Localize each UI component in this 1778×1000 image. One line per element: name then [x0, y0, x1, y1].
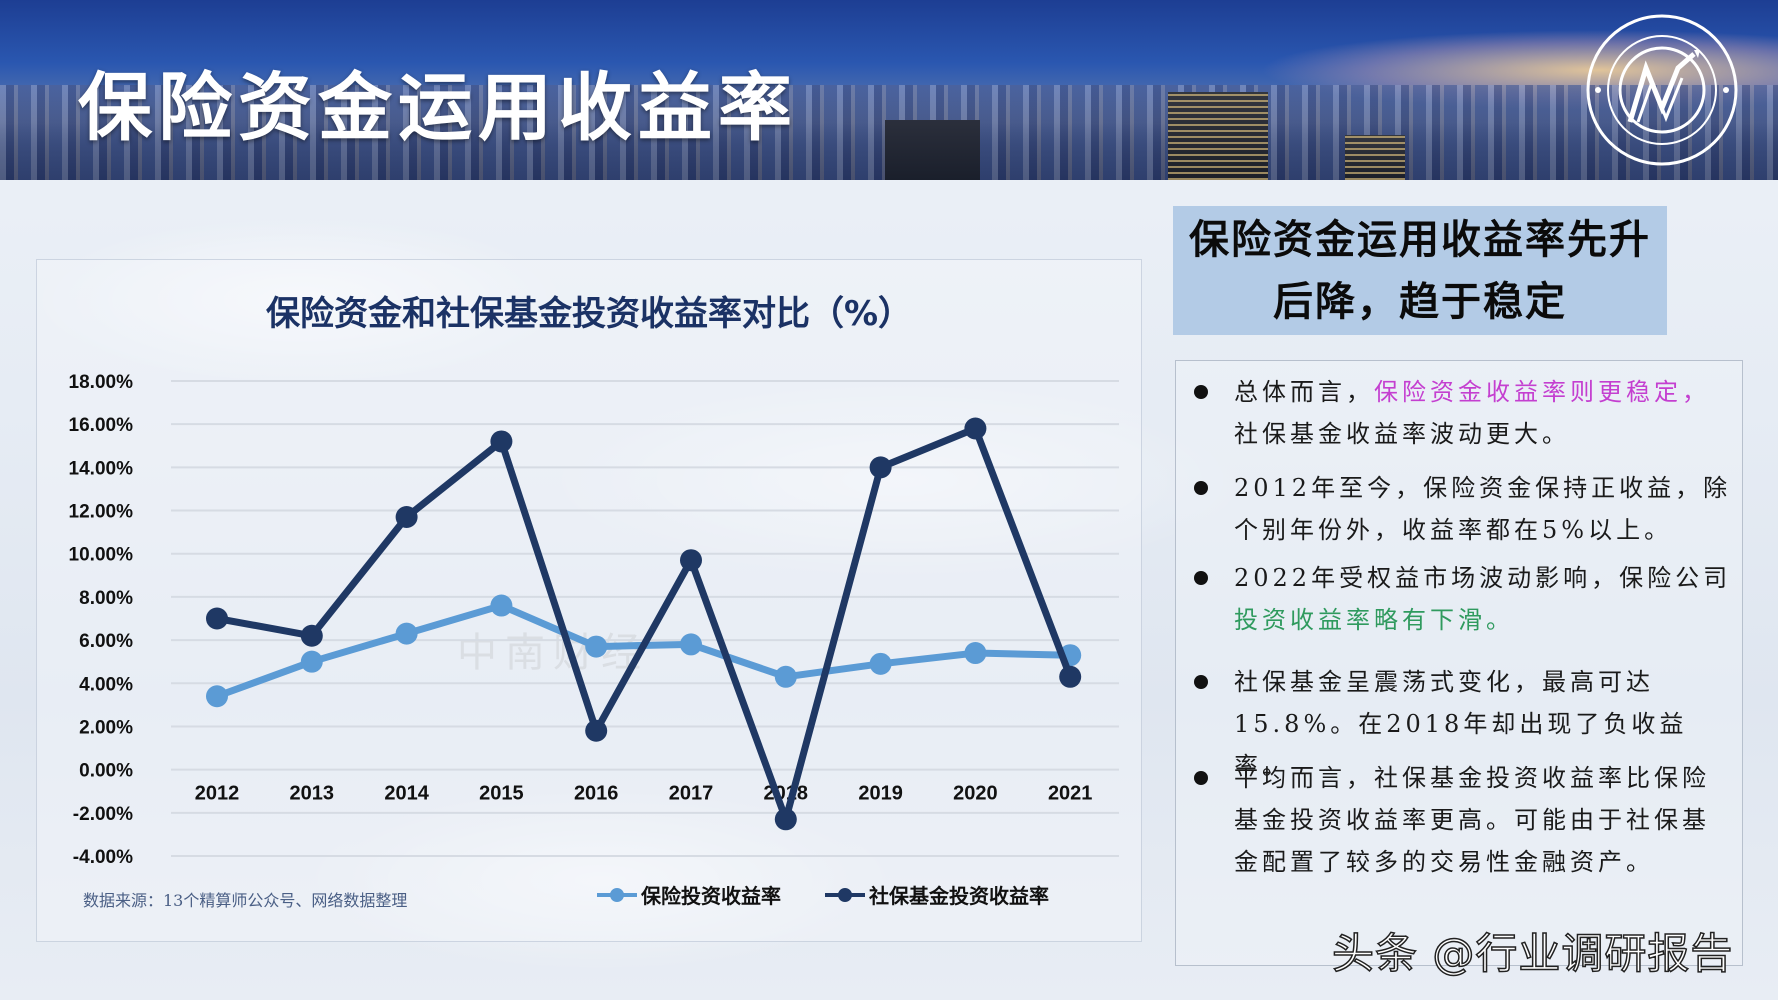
- data-point-marker: [395, 506, 418, 529]
- x-tick-label: 2013: [290, 783, 335, 805]
- data-point-marker: [1059, 665, 1082, 688]
- y-tick-label: 8.00%: [79, 588, 133, 609]
- banner-building: [1345, 135, 1405, 180]
- legend-item-insurance: 保险投资收益率: [597, 880, 781, 909]
- point-text: 2022年受权益市场波动影响，保险公司: [1234, 564, 1732, 592]
- y-tick-label: 4.00%: [79, 674, 133, 695]
- data-point-marker: [490, 430, 513, 453]
- data-point-marker: [680, 549, 702, 572]
- y-tick-label: -4.00%: [73, 847, 133, 868]
- data-source-note: 数据来源：13个精算师公众号、网络数据整理: [83, 891, 408, 910]
- banner-building: [1168, 92, 1268, 180]
- bullet-icon: [1194, 481, 1208, 495]
- x-tick-label: 2020: [953, 783, 998, 805]
- legend-label: 社保基金投资收益率: [869, 884, 1049, 908]
- legend-label: 保险投资收益率: [641, 884, 781, 908]
- point-text: 总体而言，: [1234, 378, 1374, 406]
- key-point: 平均而言，社保基金投资收益率比保险基金投资收益率更高。可能由于社保基金配置了较多…: [1194, 757, 1734, 883]
- page-title: 保险资金运用收益率: [78, 65, 798, 151]
- data-point-marker: [585, 635, 608, 658]
- data-point-marker: [869, 652, 892, 675]
- line-chart: 18.00% 16.00% 14.00% 12.00% 10.00% 8.00% 6.00%…: [69, 372, 1119, 868]
- legend-swatch-light-blue-icon: [597, 887, 637, 902]
- key-point: 2022年受权益市场波动影响，保险公司投资收益率略有下滑。: [1194, 557, 1734, 641]
- y-tick-label: 6.00%: [79, 631, 133, 652]
- key-points-box: 总体而言，保险资金收益率则更稳定， 社保基金收益率波动更大。 2012年至今，保险…: [1175, 360, 1743, 966]
- chart-legend: 保险投资收益率 社保基金投资收益率: [597, 880, 1049, 909]
- bullet-icon: [1194, 571, 1208, 585]
- legend-swatch-dark-blue-icon: [825, 887, 865, 902]
- chart-title: 保险资金和社保基金投资收益率对比（%）: [265, 294, 913, 334]
- y-tick-label: -2.00%: [73, 804, 133, 825]
- x-tick-label: 2014: [384, 783, 429, 805]
- data-point-marker: [964, 417, 987, 440]
- headline-text: 保险资金运用收益率先升 后降，趋于稳定: [1189, 209, 1651, 333]
- headline-line-1: 保险资金运用收益率先升: [1189, 216, 1651, 263]
- point-text: 平均而言，社保基金投资收益率比保险基金投资收益率更高。可能由于社保基金配置了较多…: [1234, 764, 1710, 876]
- data-point-marker: [964, 642, 987, 665]
- data-point-marker: [774, 665, 797, 688]
- y-tick-label: 12.00%: [69, 502, 134, 523]
- x-tick-label: 2019: [858, 783, 903, 805]
- x-tick-label: 2012: [195, 783, 240, 805]
- headline-line-2: 后降，趋于稳定: [1273, 278, 1567, 325]
- data-point-marker: [206, 607, 228, 630]
- point-highlight-green: 投资收益率略有下滑。: [1234, 606, 1514, 634]
- point-text: 社保基金呈震荡式变化，最高可达15.8%。在2018年却出现了负收益率。: [1234, 668, 1688, 780]
- point-highlight-magenta: 保险资金收益率则更稳定，: [1374, 378, 1710, 406]
- bullet-icon: [1194, 675, 1208, 689]
- key-point: 社保基金呈震荡式变化，最高可达15.8%。在2018年却出现了负收益率。: [1194, 661, 1734, 787]
- x-tick-label: 2015: [479, 783, 524, 805]
- x-tick-label: 2017: [669, 783, 714, 805]
- footer-watermark: 头条 @行业调研报告: [1331, 928, 1734, 979]
- y-tick-label: 14.00%: [69, 458, 134, 479]
- banner-building: [885, 120, 980, 180]
- bullet-icon: [1194, 385, 1208, 399]
- key-point: 2012年至今，保险资金保持正收益，除个别年份外，收益率都在5%以上。: [1194, 467, 1734, 551]
- y-tick-label: 0.00%: [79, 761, 133, 782]
- key-point: 总体而言，保险资金收益率则更稳定， 社保基金收益率波动更大。: [1194, 371, 1734, 455]
- bullet-icon: [1194, 771, 1208, 785]
- data-point-marker: [395, 622, 418, 645]
- header-banner: 保险资金运用收益率: [0, 0, 1778, 180]
- data-point-marker: [206, 685, 228, 708]
- point-text: 2012年至今，保险资金保持正收益，除个别年份外，收益率都在5%以上。: [1234, 474, 1732, 544]
- research-center-logo-icon: [1586, 14, 1738, 166]
- y-tick-label: 10.00%: [69, 545, 134, 566]
- data-point-marker: [774, 808, 797, 831]
- data-point-marker: [300, 624, 323, 647]
- x-tick-label: 2016: [574, 783, 619, 805]
- y-tick-label: 2.00%: [79, 717, 133, 738]
- data-point-marker: [680, 633, 702, 656]
- chart-watermark: 中南财经: [457, 630, 649, 676]
- x-tick-label: 2021: [1048, 783, 1093, 805]
- legend-item-social-security: 社保基金投资收益率: [825, 880, 1049, 909]
- data-point-marker: [490, 594, 513, 617]
- y-tick-label: 18.00%: [69, 372, 134, 393]
- chart-panel: 保险资金和社保基金投资收益率对比（%） 中南财经 18.00% 16.00% 14.…: [36, 259, 1142, 942]
- data-point-marker: [869, 456, 892, 479]
- y-tick-label: 16.00%: [69, 415, 134, 436]
- series-line-social-security: [216, 425, 1074, 823]
- data-point-marker: [300, 650, 323, 673]
- point-text: 社保基金收益率波动更大。: [1234, 420, 1570, 448]
- data-point-marker: [585, 719, 608, 742]
- headline-box: 保险资金运用收益率先升 后降，趋于稳定: [1173, 206, 1667, 335]
